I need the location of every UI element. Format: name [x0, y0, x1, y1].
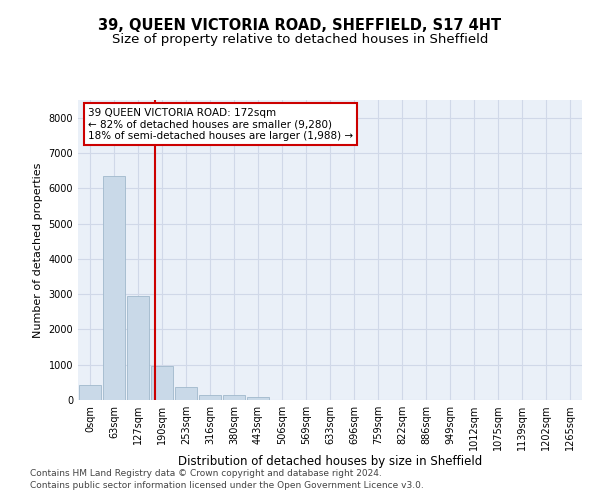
Text: 39, QUEEN VICTORIA ROAD, SHEFFIELD, S17 4HT: 39, QUEEN VICTORIA ROAD, SHEFFIELD, S17 … — [98, 18, 502, 32]
Text: Size of property relative to detached houses in Sheffield: Size of property relative to detached ho… — [112, 32, 488, 46]
Bar — [247, 397, 269, 400]
Bar — [199, 394, 221, 400]
Text: 39 QUEEN VICTORIA ROAD: 172sqm
← 82% of detached houses are smaller (9,280)
18% : 39 QUEEN VICTORIA ROAD: 172sqm ← 82% of … — [88, 108, 353, 140]
Y-axis label: Number of detached properties: Number of detached properties — [33, 162, 43, 338]
X-axis label: Distribution of detached houses by size in Sheffield: Distribution of detached houses by size … — [178, 454, 482, 468]
Bar — [127, 296, 149, 400]
Text: Contains HM Land Registry data © Crown copyright and database right 2024.: Contains HM Land Registry data © Crown c… — [30, 468, 382, 477]
Bar — [175, 386, 197, 400]
Bar — [151, 366, 173, 400]
Bar — [223, 396, 245, 400]
Bar — [103, 176, 125, 400]
Bar — [79, 385, 101, 400]
Text: Contains public sector information licensed under the Open Government Licence v3: Contains public sector information licen… — [30, 481, 424, 490]
